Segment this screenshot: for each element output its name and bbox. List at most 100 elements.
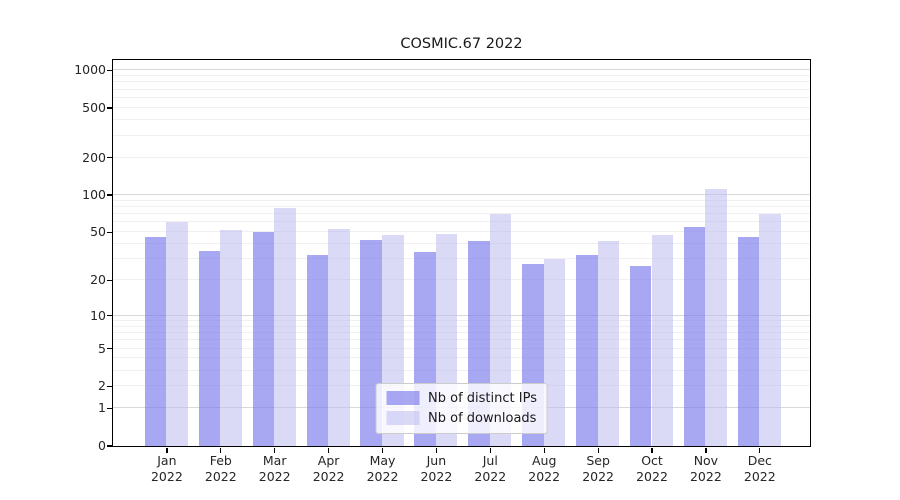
gridline-10 [113,314,810,316]
legend-label-distinct-ips: Nb of distinct IPs [428,390,537,406]
y-tick-mark-5 [107,347,112,350]
y-tick-label-500: 500 [82,99,106,115]
bar-sep-distinct-ips [576,255,598,446]
legend-entry-distinct-ips: Nb of distinct IPs [386,391,537,406]
x-tick-mark-dec [759,447,761,453]
bar-mar-downloads [274,207,296,446]
bar-dec-downloads [759,213,781,446]
gridline-90 [113,199,810,201]
gridline-500 [113,106,810,108]
plot-area: Nb of distinct IPs Nb of downloads [112,58,811,447]
legend-swatch-distinct-ips [386,391,420,405]
x-tick-label-sep: Sep 2022 [570,453,626,484]
x-tick-mark-jan [166,447,168,453]
y-tick-label-5: 5 [98,340,106,356]
bar-feb-distinct-ips [198,250,221,446]
y-tick-label-1: 1 [98,400,106,416]
x-tick-label-dec: Dec 2022 [732,453,788,484]
gridline-200 [113,156,810,158]
y-tick-label-100: 100 [82,187,106,203]
x-tick-year: 2022 [636,468,668,484]
gridline-20 [113,279,810,281]
gridline-100 [113,194,810,196]
x-tick-month: Apr [317,453,340,468]
x-tick-year: 2022 [582,468,614,484]
x-tick-label-jan: Jan 2022 [139,453,195,484]
x-tick-label-may: May 2022 [355,453,411,484]
gridline-40 [113,243,810,245]
x-tick-mark-feb [220,447,222,453]
bar-dec-distinct-ips [737,237,760,446]
x-tick-month: Jan [157,453,177,468]
x-tick-label-mar: Mar 2022 [247,453,303,484]
x-tick-month: Nov [693,453,719,468]
gridline-3 [113,369,810,371]
gridlines-layer [113,60,810,446]
gridline-30 [113,258,810,260]
gridline-80 [113,206,810,208]
x-tick-year: 2022 [312,468,345,484]
x-tick-mark-may [381,447,384,453]
y-tick-label-200: 200 [82,149,106,165]
bar-mar-distinct-ips [252,231,275,446]
y-tick-label-20: 20 [90,272,106,288]
y-tick-mark-100 [107,194,112,196]
x-tick-label-apr: Apr 2022 [301,453,357,484]
y-tick-label-1000: 1000 [74,62,106,78]
x-tick-year: 2022 [528,468,561,484]
x-tick-mark-apr [328,447,330,453]
gridline-1000 [113,69,810,71]
gridline-5 [113,347,810,349]
y-tick-mark-1000 [107,69,112,72]
x-tick-mark-oct [651,447,653,453]
y-tick-label-10: 10 [90,307,106,323]
gridline-7 [113,331,810,333]
x-tick-label-jun: Jun 2022 [408,453,464,484]
bar-oct-downloads [651,235,674,446]
x-tick-label-jul: Jul 2022 [462,453,518,484]
x-tick-month: Feb [209,453,232,468]
x-tick-month: Jun [426,453,447,468]
x-tick-label-nov: Nov 2022 [678,453,734,484]
y-tick-mark-50 [107,231,112,233]
gridline-70 [113,213,810,215]
gridline-400 [113,119,810,121]
bar-jan-distinct-ips [144,237,167,446]
x-tick-mark-sep [597,447,599,453]
gridline-900 [113,75,810,77]
gridline-300 [113,134,810,136]
x-tick-month: Sep [586,453,610,468]
bar-sep-downloads [597,241,620,446]
y-tick-mark-500 [107,107,112,109]
x-tick-label-feb: Feb 2022 [193,453,249,484]
x-tick-month: Mar [262,453,287,468]
y-tick-label-50: 50 [90,224,106,240]
x-tick-year: 2022 [689,468,722,484]
legend-swatch-downloads [386,411,420,425]
x-tick-month: Oct [641,453,663,468]
x-tick-month: Dec [747,453,772,468]
y-tick-mark-10 [107,315,112,317]
bar-oct-distinct-ips [629,266,652,446]
bar-aug-downloads [543,258,566,446]
y-tick-label-0: 0 [98,438,106,453]
bar-apr-downloads [328,228,350,446]
legend: Nb of distinct IPs Nb of downloads [375,382,548,434]
x-tick-year: 2022 [258,468,291,484]
y-tick-mark-0 [107,445,112,447]
x-tick-year: 2022 [204,468,237,484]
chart-title: COSMIC.67 2022 [400,36,523,52]
x-tick-mark-jul [489,447,491,453]
gridline-4 [113,357,810,359]
y-tick-mark-2 [107,385,112,387]
y-tick-mark-200 [107,157,112,159]
x-tick-year: 2022 [150,468,183,484]
bar-feb-downloads [220,229,242,446]
gridline-60 [113,221,810,223]
gridline-50 [113,231,810,233]
bar-nov-distinct-ips [683,226,706,446]
gridline-8 [113,325,810,327]
x-tick-year: 2022 [474,468,507,484]
x-tick-mark-aug [543,447,545,453]
